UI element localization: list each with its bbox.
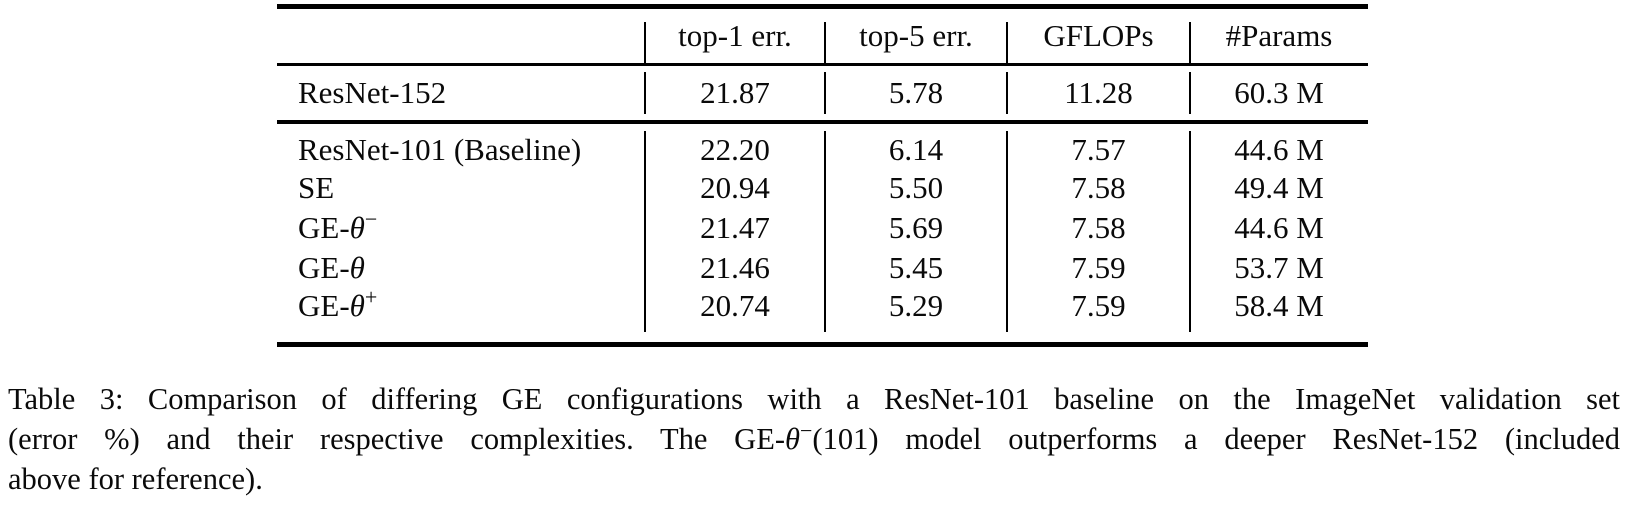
params-value: 44.6 M xyxy=(1189,207,1368,248)
model-name-cell: SE xyxy=(277,168,645,208)
theta-symbol: θ xyxy=(349,249,365,285)
header-empty-cell xyxy=(277,6,645,66)
theta-symbol: θ xyxy=(785,422,800,456)
params-value: 53.7 M xyxy=(1189,247,1368,288)
top5-err-value: 5.69 xyxy=(824,207,1007,248)
caption-line-2: (error %) and their respective complexit… xyxy=(8,419,1620,459)
theta-symbol: θ xyxy=(349,209,365,245)
model-name-cell: ResNet-101 (Baseline) xyxy=(277,122,645,168)
gflops-value: 11.28 xyxy=(1006,64,1190,124)
caption-line-2-pre: (error %) and their respective complexit… xyxy=(8,422,785,456)
params-value: 58.4 M xyxy=(1189,287,1368,345)
model-name-cell: GE-θ+ xyxy=(277,286,645,345)
table-row-resnet152: ResNet-152 21.87 5.78 11.28 60.3 M xyxy=(277,64,1368,124)
params-value: 60.3 M xyxy=(1189,64,1368,124)
results-table: top-1 err. top-5 err. GFLOPs #Params Res… xyxy=(277,4,1368,347)
top1-err-value: 21.47 xyxy=(644,207,825,248)
top5-err-value: 5.78 xyxy=(824,64,1007,124)
top1-err-value-best: 20.74 xyxy=(644,287,825,345)
table-row-se: SE 20.94 5.50 7.58 49.4 M xyxy=(277,167,1368,208)
model-name-cell: ResNet-152 xyxy=(277,64,645,124)
params-value: 49.4 M xyxy=(1189,167,1368,208)
theta-symbol: θ xyxy=(349,287,365,323)
table-header: top-1 err. top-5 err. GFLOPs #Params xyxy=(277,6,1368,66)
gflops-value: 7.59 xyxy=(1006,247,1190,288)
table-row-resnet101-baseline: ResNet-101 (Baseline) 22.20 6.14 7.57 44… xyxy=(277,122,1368,168)
caption-line-2-post: (101) model outperforms a deeper ResNet-… xyxy=(812,422,1621,456)
header-top1-err: top-1 err. xyxy=(644,6,825,66)
model-name: GE- xyxy=(298,287,350,323)
params-value: 44.6 M xyxy=(1189,122,1368,168)
top5-err-value-best: 5.29 xyxy=(824,287,1007,345)
main-group: ResNet-101 (Baseline) 22.20 6.14 7.57 44… xyxy=(277,122,1368,345)
theta-superscript: + xyxy=(364,284,378,310)
model-name: GE- xyxy=(298,209,350,245)
caption-line-3: above for reference). xyxy=(8,462,263,496)
table-caption: Table 3: Comparison of differing GE conf… xyxy=(8,379,1620,499)
header-row: top-1 err. top-5 err. GFLOPs #Params xyxy=(277,6,1368,66)
gflops-value: 7.59 xyxy=(1006,287,1190,345)
top1-err-value: 21.87 xyxy=(644,64,825,124)
theta-superscript: − xyxy=(364,206,378,232)
reference-group: ResNet-152 21.87 5.78 11.28 60.3 M xyxy=(277,64,1368,124)
top1-err-value: 21.46 xyxy=(644,247,825,288)
gflops-value: 7.58 xyxy=(1006,207,1190,248)
top1-err-value: 22.20 xyxy=(644,122,825,168)
table-row-ge-theta: GE-θ 21.46 5.45 7.59 53.7 M xyxy=(277,247,1368,288)
table-row-ge-theta-minus: GE-θ− 21.47 5.69 7.58 44.6 M xyxy=(277,207,1368,248)
model-name-cell: GE-θ xyxy=(277,248,645,288)
theta-superscript: − xyxy=(799,417,813,443)
gflops-value: 7.58 xyxy=(1006,167,1190,208)
model-name: GE- xyxy=(298,249,350,285)
caption-line-1: Table 3: Comparison of differing GE conf… xyxy=(8,382,1620,416)
model-name: SE xyxy=(298,169,335,205)
top5-err-value: 5.45 xyxy=(824,247,1007,288)
top5-err-value: 6.14 xyxy=(824,122,1007,168)
model-name: ResNet-101 (Baseline) xyxy=(298,131,582,167)
top5-err-value: 5.50 xyxy=(824,167,1007,208)
header-gflops: GFLOPs xyxy=(1006,6,1190,66)
model-name: ResNet-152 xyxy=(298,74,447,110)
header-top5-err: top-5 err. xyxy=(824,6,1007,66)
top1-err-value: 20.94 xyxy=(644,167,825,208)
model-name-cell: GE-θ− xyxy=(277,208,645,248)
table-row-ge-theta-plus: GE-θ+ 20.74 5.29 7.59 58.4 M xyxy=(277,286,1368,345)
gflops-value: 7.57 xyxy=(1006,122,1190,168)
header-params: #Params xyxy=(1189,6,1368,66)
